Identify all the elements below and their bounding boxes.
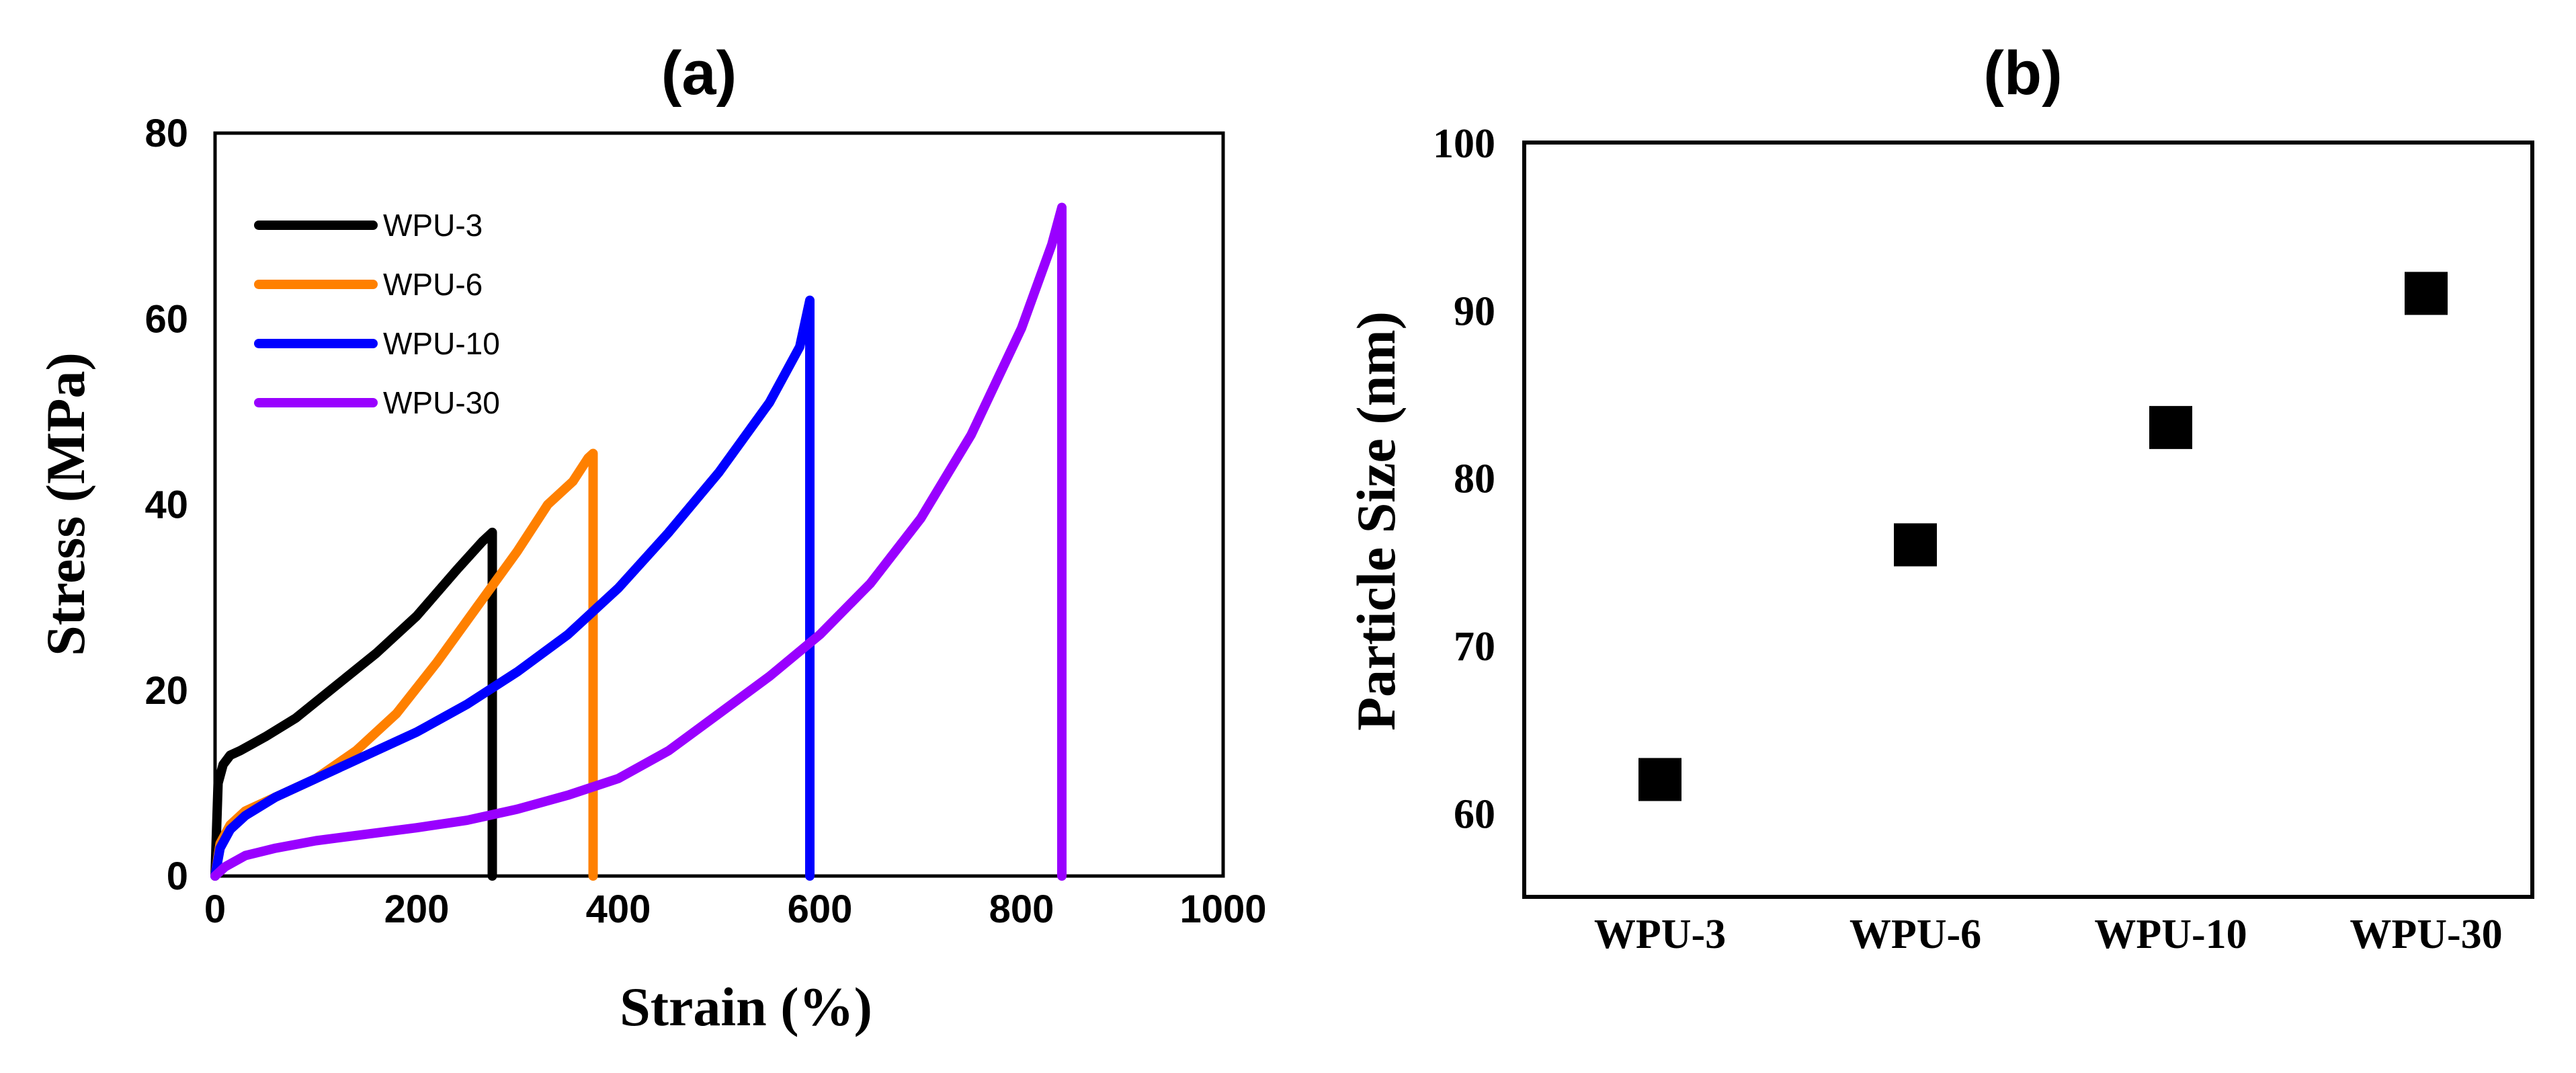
panel-a: (a) 0 20 40 60 80 0 200 400 600 800 1000 Strain (…	[35, 39, 1267, 1037]
y-tick-label: 60	[1454, 791, 1495, 837]
series-line-wpu-3	[210, 527, 497, 881]
y-tick-label: 80	[144, 112, 188, 155]
panel-a-y-ticks: 0 20 40 60 80	[144, 112, 188, 898]
panel-a-legend: WPU-3 WPU-6 WPU-10 WPU-30	[254, 208, 500, 420]
panel-a-x-label: Strain (%)	[620, 976, 872, 1037]
x-tick-label: 1000	[1179, 887, 1266, 931]
x-tick-label: 800	[989, 887, 1054, 931]
scatter-point-wpu-10	[2149, 405, 2192, 449]
panel-a-x-ticks: 0 200 400 600 800 1000	[204, 887, 1267, 931]
x-tick-label: WPU-6	[1850, 912, 1981, 957]
scatter-point-wpu-6	[1894, 523, 1937, 567]
y-tick-label: 20	[144, 669, 188, 713]
x-tick-label: WPU-3	[1594, 912, 1726, 957]
y-tick-label: 40	[144, 483, 188, 527]
y-tick-label: 70	[1454, 624, 1495, 670]
panel-a-title: (a)	[661, 39, 737, 108]
panel-b-y-ticks: 60 70 80 90 100	[1433, 121, 1495, 837]
y-tick-label: 60	[144, 297, 188, 341]
panel-b-x-ticks: WPU-3 WPU-6 WPU-10 WPU-30	[1594, 912, 2503, 957]
panel-b-title: (b)	[1983, 39, 2062, 108]
x-tick-label: WPU-30	[2350, 912, 2502, 957]
x-tick-label: 400	[586, 887, 651, 931]
panel-a-series	[210, 202, 1067, 881]
y-tick-label: 100	[1433, 121, 1495, 167]
panel-b-plot-frame	[1522, 141, 2534, 899]
legend-label: WPU-10	[383, 326, 500, 361]
panel-b: (b) 60 70 80 90 100 WPU-3 WPU-6 WPU-10 WPU-30 P…	[1345, 39, 2534, 957]
scatter-point-wpu-3	[1638, 758, 1681, 801]
x-tick-label: 0	[204, 887, 226, 931]
panel-b-y-label: Particle Size (nm)	[1345, 311, 1407, 731]
series-line-wpu-10	[210, 295, 815, 881]
x-tick-label: 200	[384, 887, 450, 931]
legend-label: WPU-6	[383, 267, 483, 302]
y-tick-label: 90	[1454, 288, 1495, 334]
legend-label: WPU-30	[383, 385, 500, 420]
panel-a-plot-frame	[213, 131, 1225, 878]
y-tick-label: 0	[167, 855, 188, 898]
legend-label: WPU-3	[383, 208, 483, 243]
panel-b-points	[1638, 272, 2448, 801]
series-line-wpu-30	[210, 202, 1067, 881]
x-tick-label: WPU-10	[2094, 912, 2247, 957]
panel-a-y-label: Stress (MPa)	[35, 352, 96, 656]
scatter-point-wpu-30	[2405, 272, 2448, 315]
series-line-wpu-6	[210, 448, 598, 881]
x-tick-label: 600	[788, 887, 853, 931]
y-tick-label: 80	[1454, 456, 1495, 502]
